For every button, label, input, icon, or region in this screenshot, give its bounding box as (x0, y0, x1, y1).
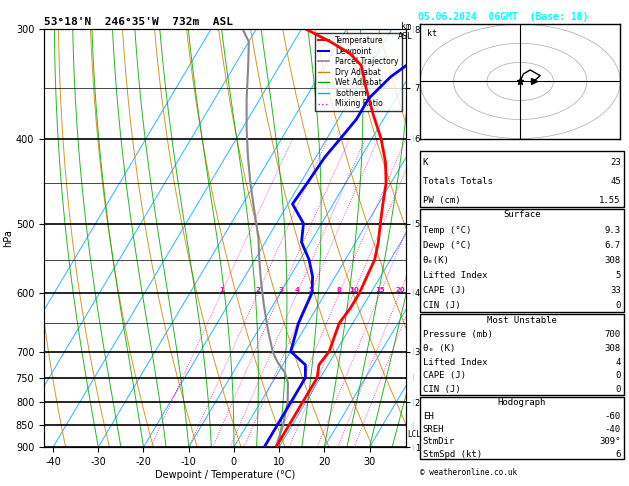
Text: 1.55: 1.55 (599, 195, 621, 205)
Text: 0: 0 (615, 385, 621, 394)
Text: 308: 308 (604, 344, 621, 353)
Text: 309°: 309° (599, 437, 621, 447)
Text: 4: 4 (615, 358, 621, 366)
Text: 05.06.2024  06GMT  (Base: 18): 05.06.2024 06GMT (Base: 18) (418, 12, 589, 22)
Text: 6: 6 (615, 450, 621, 459)
Text: |: | (411, 348, 413, 355)
Text: |: | (411, 399, 413, 406)
Text: 308: 308 (604, 256, 621, 265)
Text: -40: -40 (604, 425, 621, 434)
Text: 33: 33 (610, 286, 621, 295)
Text: 10: 10 (349, 287, 359, 293)
Text: 45: 45 (610, 177, 621, 186)
Text: 6.7: 6.7 (604, 241, 621, 250)
Text: θₑ(K): θₑ(K) (423, 256, 450, 265)
Text: Most Unstable: Most Unstable (487, 316, 557, 325)
Text: km
ASL: km ASL (398, 22, 413, 41)
Text: |: | (411, 422, 413, 429)
Text: Pressure (mb): Pressure (mb) (423, 330, 493, 339)
Text: 2: 2 (255, 287, 260, 293)
Text: EH: EH (423, 413, 433, 421)
Text: Totals Totals: Totals Totals (423, 177, 493, 186)
Text: CIN (J): CIN (J) (423, 301, 460, 311)
Text: 15: 15 (376, 287, 385, 293)
Text: θₑ (K): θₑ (K) (423, 344, 455, 353)
Text: SREH: SREH (423, 425, 444, 434)
Text: |: | (411, 135, 413, 142)
Text: Surface: Surface (503, 210, 540, 219)
Text: CAPE (J): CAPE (J) (423, 286, 465, 295)
Text: 1: 1 (219, 287, 224, 293)
Text: PW (cm): PW (cm) (423, 195, 460, 205)
X-axis label: Dewpoint / Temperature (°C): Dewpoint / Temperature (°C) (155, 469, 295, 480)
Text: 20: 20 (395, 287, 404, 293)
Text: Temp (°C): Temp (°C) (423, 226, 471, 235)
Text: StmDir: StmDir (423, 437, 455, 447)
Text: 23: 23 (610, 158, 621, 167)
Text: CAPE (J): CAPE (J) (423, 371, 465, 380)
Text: |: | (411, 444, 413, 451)
Text: 700: 700 (604, 330, 621, 339)
Legend: Temperature, Dewpoint, Parcel Trajectory, Dry Adiabat, Wet Adiabat, Isotherm, Mi: Temperature, Dewpoint, Parcel Trajectory… (314, 33, 402, 111)
Text: Hodograph: Hodograph (498, 399, 546, 407)
Text: © weatheronline.co.uk: © weatheronline.co.uk (420, 469, 517, 477)
Text: 8: 8 (337, 287, 342, 293)
Text: Lifted Index: Lifted Index (423, 358, 487, 366)
Text: |: | (411, 220, 413, 227)
Text: 0: 0 (615, 371, 621, 380)
Text: |: | (411, 374, 413, 381)
Text: CIN (J): CIN (J) (423, 385, 460, 394)
Text: kt: kt (427, 29, 437, 38)
Text: 0: 0 (615, 301, 621, 311)
Text: K: K (423, 158, 428, 167)
Text: 5: 5 (308, 287, 313, 293)
Text: 5: 5 (615, 271, 621, 280)
Text: |: | (411, 26, 413, 33)
Text: Dewp (°C): Dewp (°C) (423, 241, 471, 250)
Text: Lifted Index: Lifted Index (423, 271, 487, 280)
Text: |: | (411, 289, 413, 296)
Text: StmSpd (kt): StmSpd (kt) (423, 450, 482, 459)
Text: LCL: LCL (408, 430, 421, 439)
Text: 4: 4 (295, 287, 300, 293)
Text: 53°18'N  246°35'W  732m  ASL: 53°18'N 246°35'W 732m ASL (44, 17, 233, 27)
Text: 3: 3 (278, 287, 283, 293)
Text: 9.3: 9.3 (604, 226, 621, 235)
Text: -60: -60 (604, 413, 621, 421)
Y-axis label: hPa: hPa (3, 229, 13, 247)
